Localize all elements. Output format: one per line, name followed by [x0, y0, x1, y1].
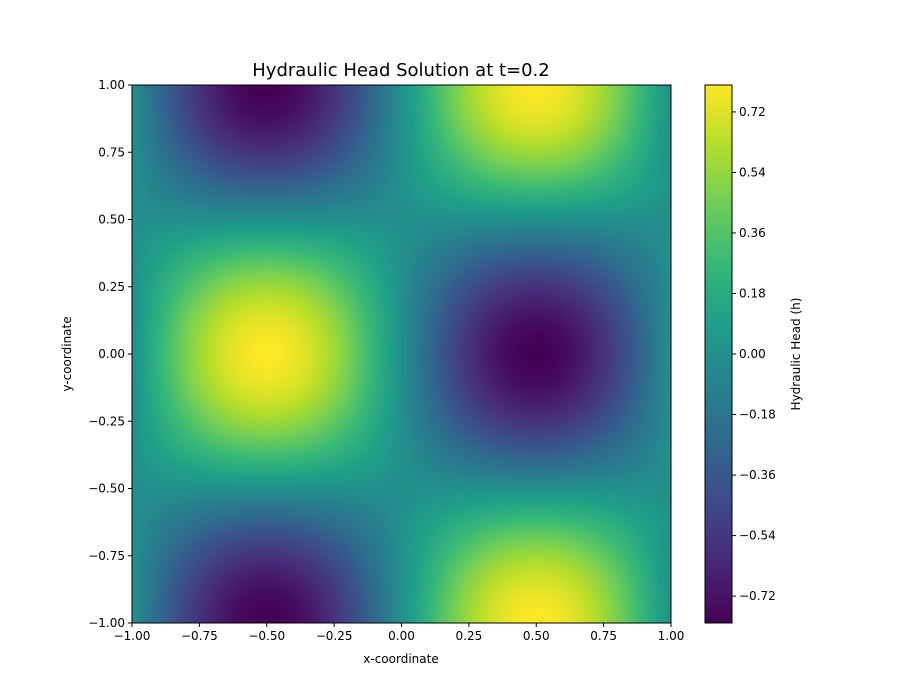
- x-tick-label: 0.50: [523, 629, 550, 643]
- x-tick-label: −1.00: [114, 629, 151, 643]
- colorbar: −0.72 −0.54 −0.36 −0.18 0.00 0.18 0.36 0.54 0.72…: [704, 84, 803, 624]
- x-tick-label: 0.75: [590, 629, 617, 643]
- y-tick-label: −0.25: [88, 414, 125, 428]
- y-axis: −1.00 −0.75 −0.50 −0.25 0.00 0.25 0.50 0.75 1.00: [88, 78, 132, 630]
- plot-area: [131, 84, 672, 624]
- heatmap-field: [132, 85, 671, 623]
- colorbar-tick-label: −0.18: [739, 408, 776, 422]
- x-tick-label: −0.25: [316, 629, 353, 643]
- y-tick-label: 0.50: [98, 213, 125, 227]
- colorbar-ticks: −0.72 −0.54 −0.36 −0.18 0.00 0.18 0.36 0.54 0.72: [732, 105, 776, 603]
- colorbar-label: Hydraulic Head (h): [789, 298, 803, 411]
- colorbar-tick-label: −0.36: [739, 468, 776, 482]
- y-tick-label: −0.50: [88, 482, 125, 496]
- colorbar-tick-label: 0.54: [739, 165, 766, 179]
- x-axis: −1.00 −0.75 −0.50 −0.25 0.00 0.25 0.50 0.75 1.00: [114, 623, 685, 643]
- colorbar-tick-label: 0.18: [739, 286, 766, 300]
- x-tick-label: −0.50: [248, 629, 285, 643]
- y-tick-label: 1.00: [98, 78, 125, 92]
- y-tick-label: −0.75: [88, 549, 125, 563]
- x-tick-label: 0.00: [388, 629, 415, 643]
- heatmap-canvas: [132, 85, 671, 623]
- x-axis-label: x-coordinate: [363, 652, 438, 666]
- y-tick-label: −1.00: [88, 616, 125, 630]
- colorbar-tick-label: −0.72: [739, 589, 776, 603]
- y-tick-label: 0.00: [98, 347, 125, 361]
- y-tick-label: 0.75: [98, 145, 125, 159]
- x-tick-label: −0.75: [181, 629, 218, 643]
- colorbar-tick-label: 0.00: [739, 347, 766, 361]
- x-tick-label: 1.00: [658, 629, 685, 643]
- y-axis-label: y-coordinate: [60, 316, 74, 391]
- colorbar-tick-label: −0.54: [739, 529, 776, 543]
- y-tick-label: 0.25: [98, 280, 125, 294]
- chart-title: Hydraulic Head Solution at t=0.2: [252, 60, 549, 81]
- colorbar-tick-label: 0.36: [739, 226, 766, 240]
- x-tick-label: 0.25: [456, 629, 483, 643]
- colorbar-tick-label: 0.72: [739, 105, 766, 119]
- colorbar-gradient: [704, 84, 733, 624]
